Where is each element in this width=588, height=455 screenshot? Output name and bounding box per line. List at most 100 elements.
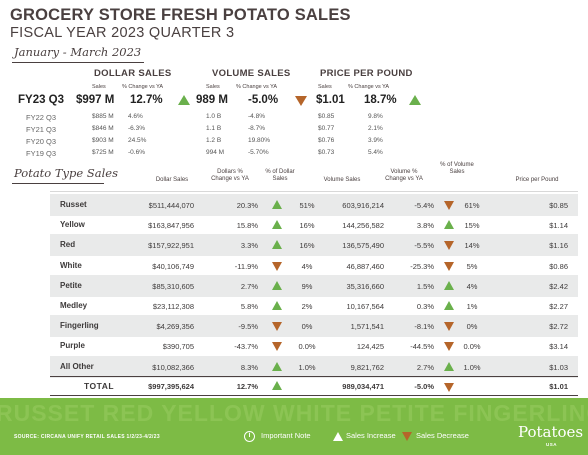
table-row: Fingerling $4,269,356 -9.5% 0% 1,571,541 -8.1… (50, 315, 578, 338)
triangle-up-icon (333, 432, 343, 441)
history-price: $0.73 (318, 149, 335, 156)
total-row: TOTAL $997,395,624 12.7% 989,034,471 -5.… (50, 376, 578, 396)
triangle-down-icon (402, 432, 412, 441)
history-volume-sales: 1.2 B (206, 137, 222, 144)
history-volume-sales: 1.1 B (206, 125, 222, 132)
row-price: $1.03 (549, 362, 568, 372)
row-dollar-sales: $10,082,366 (152, 362, 194, 372)
history-volume-change: -4.8% (248, 113, 265, 120)
triangle-down-icon (272, 261, 282, 271)
row-volume-sales: 35,316,660 (346, 281, 384, 291)
row-price: $2.27 (549, 302, 568, 311)
history-quarter-label: FY22 Q3 (26, 113, 57, 122)
row-volume-change: -25.3% (410, 261, 434, 271)
col-volume-change: Volume % Change vs YA (385, 169, 423, 182)
current-dollar-change: 12.7% (130, 94, 163, 106)
date-range: January - March 2023 (14, 45, 142, 59)
source-note: SOURCE: CIRCANA UNIFY RETAIL SALES 1/2/2… (14, 434, 160, 440)
row-dollar-share: 9% (301, 281, 313, 291)
row-price: $0.85 (549, 201, 568, 210)
triangle-down-icon (272, 322, 282, 332)
history-volume-change: -8.7% (248, 125, 265, 132)
volume-decrease-icon (295, 96, 307, 106)
row-dollar-share: 16% (299, 221, 315, 231)
triangle-down-icon (444, 322, 454, 332)
table-row: Petite $85,310,605 2.7% 9% 35,316,660 1.5% 4% $… (50, 274, 578, 297)
row-dollar-change: 20.3% (236, 201, 258, 210)
volume-sales-heading: VOLUME SALES (212, 68, 291, 79)
row-dollar-sales: $511,444,070 (148, 201, 194, 210)
total-volume-sales: 989,034,471 (342, 382, 384, 391)
total-label: TOTAL (84, 381, 115, 391)
current-quarter-label: FY23 Q3 (18, 94, 65, 106)
current-volume-sales: 989 M (196, 94, 228, 106)
row-type-name: Russet (60, 200, 87, 209)
row-volume-share: 61% (464, 201, 480, 210)
col-price: Price per Pound (515, 177, 559, 183)
legend-sales-decrease: Sales Decrease (416, 431, 469, 440)
row-dollar-change: 3.3% (240, 241, 258, 251)
table-row: Yellow $163,847,956 15.8% 16% 144,256,582 3.8… (50, 214, 578, 236)
row-volume-sales: 603,916,214 (342, 201, 384, 210)
row-volume-share: 0% (466, 322, 478, 332)
table-row: White $40,106,749 -11.9% 4% 46,887,460 -25.3%… (50, 255, 578, 277)
price-change-subhead: % Change vs YA (348, 84, 390, 90)
history-dollar-sales: $903 M (92, 137, 114, 144)
page-title: GROCERY STORE FRESH POTATO SALES (10, 6, 351, 24)
row-volume-share: 14% (464, 241, 480, 251)
total-price: $1.01 (549, 382, 568, 391)
table-row: Russet $511,444,070 20.3% 51% 603,916,214 -5.… (50, 194, 578, 216)
row-dollar-sales: $40,106,749 (152, 261, 194, 271)
triangle-up-icon (272, 200, 282, 209)
row-volume-change: 2.7% (416, 362, 434, 372)
history-quarter-label: FY21 Q3 (26, 125, 57, 134)
row-price: $1.14 (549, 221, 568, 231)
row-dollar-share: 2% (301, 302, 313, 311)
history-price: $0.85 (318, 113, 335, 120)
volume-sales-subhead: Sales (206, 84, 220, 90)
row-dollar-sales: $85,310,605 (152, 281, 194, 291)
row-dollar-share: 4% (301, 261, 313, 271)
triangle-up-icon (272, 220, 282, 230)
row-volume-change: -5.5% (414, 241, 434, 251)
history-volume-change: -5.70% (248, 149, 269, 156)
row-price: $2.72 (549, 322, 568, 332)
potato-type-underline (12, 183, 104, 184)
current-dollar-sales: $997 M (76, 94, 115, 106)
history-volume-sales: 994 M (206, 149, 225, 156)
triangle-down-icon (444, 261, 454, 271)
potatoes-usa-logo: Potatoes (518, 423, 584, 441)
col-dollar-sales: Dollar Sales (155, 177, 189, 183)
triangle-down-icon (444, 201, 454, 210)
row-dollar-change: 5.8% (240, 302, 258, 311)
total-volume-change: -5.0% (414, 382, 434, 391)
triangle-up-icon (272, 301, 282, 310)
row-volume-share: 15% (464, 221, 480, 231)
volume-change-subhead: % Change vs YA (236, 84, 278, 90)
history-price: $0.76 (318, 137, 335, 144)
price-increase-icon (409, 95, 421, 105)
row-volume-change: -8.1% (414, 322, 434, 332)
row-dollar-sales: $390,705 (162, 342, 194, 352)
row-volume-sales: 46,887,460 (346, 261, 384, 271)
total-dollar-sales: $997,395,624 (148, 382, 194, 391)
dollar-increase-icon (178, 95, 190, 105)
dollar-sales-subhead: Sales (92, 84, 106, 90)
row-dollar-change: -9.5% (238, 322, 258, 332)
triangle-up-icon (272, 361, 282, 371)
table-row: Purple $390,705 -43.7% 0.0% 124,425 -44.5% 0.0… (50, 335, 578, 357)
col-dollar-change: Dollars % Change vs YA (211, 169, 249, 182)
logo-usa: USA (546, 442, 558, 447)
row-type-name: White (60, 260, 82, 270)
row-dollar-share: 51% (299, 201, 315, 210)
dollar-change-subhead: % Change vs YA (122, 84, 164, 90)
triangle-up-icon (444, 220, 454, 230)
row-dollar-share: 1.0% (298, 362, 316, 372)
row-volume-sales: 136,575,490 (342, 241, 384, 251)
info-circle-icon: i (244, 431, 255, 442)
row-dollar-share: 0.0% (298, 342, 316, 352)
history-price-change: 3.9% (368, 137, 383, 144)
row-type-name: All Other (60, 361, 94, 371)
history-dollar-change: 4.6% (128, 113, 143, 120)
row-volume-sales: 124,425 (356, 342, 384, 352)
